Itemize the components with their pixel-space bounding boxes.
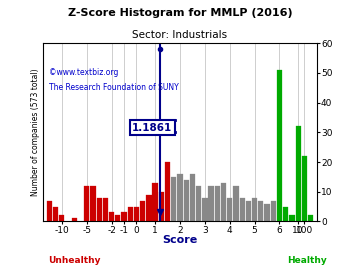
Bar (283, 207, 288, 221)
Bar (208, 186, 214, 221)
Bar (221, 183, 226, 221)
X-axis label: Score: Score (162, 235, 198, 245)
Bar (121, 212, 127, 221)
Text: Healthy: Healthy (288, 256, 327, 265)
Bar (190, 174, 195, 221)
Bar (227, 198, 233, 221)
Bar (271, 201, 276, 221)
Bar (84, 186, 89, 221)
Text: 1.1861: 1.1861 (132, 123, 172, 133)
Bar (171, 177, 176, 221)
Text: Z-Score Histogram for MMLP (2016): Z-Score Histogram for MMLP (2016) (68, 8, 292, 18)
Bar (146, 195, 152, 221)
Bar (153, 183, 158, 221)
Bar (47, 201, 52, 221)
Bar (96, 198, 102, 221)
Bar (264, 204, 270, 221)
Bar (196, 186, 201, 221)
Bar (159, 192, 164, 221)
Text: The Research Foundation of SUNY: The Research Foundation of SUNY (49, 83, 179, 92)
Text: Unhealthy: Unhealthy (48, 256, 100, 265)
Text: ©www.textbiz.org: ©www.textbiz.org (49, 68, 118, 77)
Bar (59, 215, 64, 221)
Bar (184, 180, 189, 221)
Bar (72, 218, 77, 221)
Bar (296, 126, 301, 221)
Bar (302, 156, 307, 221)
Bar (109, 212, 114, 221)
Bar (252, 198, 257, 221)
Bar (233, 186, 239, 221)
Bar (103, 198, 108, 221)
Bar (202, 198, 207, 221)
Bar (258, 201, 264, 221)
Bar (53, 207, 58, 221)
Y-axis label: Number of companies (573 total): Number of companies (573 total) (31, 69, 40, 196)
Bar (289, 215, 294, 221)
Text: Sector: Industrials: Sector: Industrials (132, 30, 228, 40)
Bar (115, 215, 121, 221)
Bar (140, 201, 145, 221)
Bar (134, 207, 139, 221)
Bar (239, 198, 245, 221)
Bar (165, 162, 170, 221)
Bar (246, 201, 251, 221)
Bar (277, 70, 282, 221)
Bar (127, 207, 133, 221)
Bar (308, 215, 313, 221)
Bar (215, 186, 220, 221)
Bar (177, 174, 183, 221)
Bar (90, 186, 96, 221)
